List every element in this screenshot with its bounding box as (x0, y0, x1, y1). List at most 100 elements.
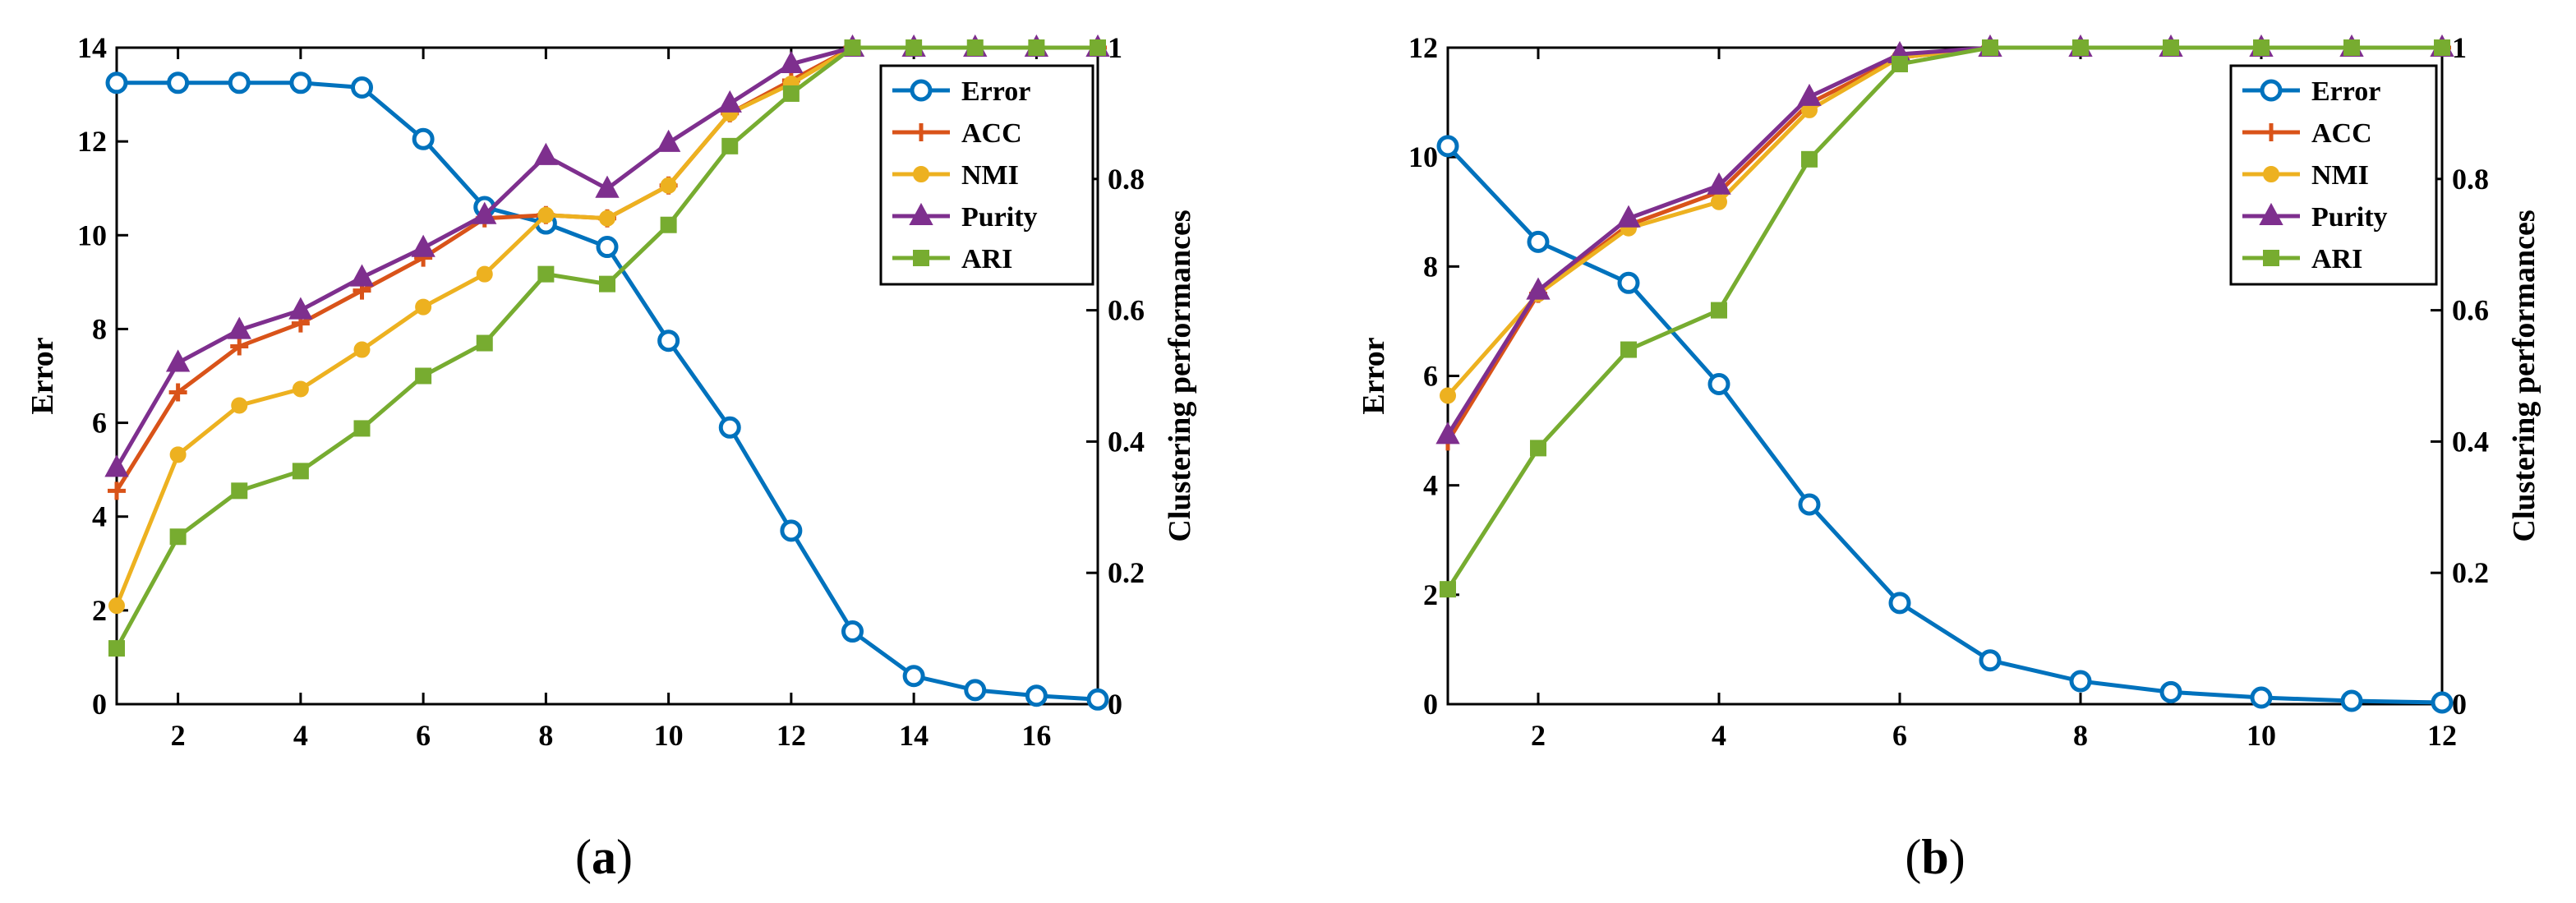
ari-point (2343, 39, 2360, 56)
y-tick-label-right: 0 (1108, 688, 1122, 721)
x-tick-label: 6 (1892, 719, 1907, 752)
error-point (780, 519, 803, 542)
error-point (2159, 680, 2182, 703)
x-tick-label: 2 (1531, 719, 1546, 752)
legend-label-purity: Purity (2311, 202, 2388, 233)
error-point (964, 679, 987, 702)
purity-point (533, 142, 559, 165)
ari-point (1982, 39, 1998, 56)
y-tick-label-right: 0.6 (1108, 294, 1145, 327)
ari-series (108, 39, 1106, 657)
y-tick-label-left: 8 (92, 312, 107, 345)
nmi-point (292, 380, 309, 398)
error-point (1617, 271, 1640, 294)
ari-point (108, 640, 125, 657)
nmi-point (476, 265, 493, 283)
error-point (228, 71, 251, 94)
y-tick-label-right: 0 (2452, 688, 2467, 721)
purity-point (288, 297, 313, 320)
nmi-point (353, 341, 371, 358)
y-tick-label-left: 6 (1423, 360, 1438, 393)
nmi-point (108, 597, 125, 615)
y-axis-title-right: Clustering performances (2507, 210, 2541, 541)
purity-point (227, 316, 251, 339)
ari-point (906, 39, 923, 56)
nmi-point (537, 206, 555, 223)
ari-point (721, 137, 739, 154)
error-point (1436, 135, 1459, 158)
legend-label-acc: ACC (2311, 118, 2372, 149)
ari-point (1440, 581, 1456, 598)
panel-label-letter: a (592, 830, 616, 884)
ari-point (2253, 39, 2270, 56)
purity-point (779, 50, 804, 73)
ari-point (2434, 39, 2450, 56)
y-tick-label-right: 0.4 (1108, 425, 1145, 458)
purity-point (1435, 422, 1460, 445)
y-tick-label-right: 1 (2452, 31, 2467, 64)
ari-point (599, 275, 615, 293)
y-tick-label-left: 0 (1423, 688, 1438, 721)
error-point (2340, 689, 2363, 712)
y-tick-label-right: 0.2 (1108, 556, 1145, 589)
error-point (1798, 493, 1821, 516)
y-tick-label-left: 6 (92, 407, 107, 440)
error-series (1436, 135, 2454, 714)
ari-point (231, 482, 248, 500)
legend-label-ari: ARI (961, 244, 1012, 274)
nmi-point (415, 298, 432, 316)
ari-point (415, 367, 432, 385)
panel-label-open: ( (1905, 830, 1921, 884)
legend-label-ari: ARI (2311, 244, 2362, 274)
legend-label-nmi: NMI (2311, 160, 2369, 191)
legend: Error ACC NMI Purity ARI (2229, 64, 2438, 286)
ari-point (782, 85, 800, 102)
purity-point (165, 349, 191, 372)
y-axis-title-right: Clustering performances (1163, 210, 1197, 541)
ari-point (2163, 39, 2179, 56)
chart-panel-a: 2 4 6 8 10 12 14 16 0 2 4 6 8 10 12 14 0 0.2 0.4 0.6 0.8 1 Err… (25, 31, 1197, 884)
y-tick-label-right: 0.6 (2452, 294, 2489, 327)
y-tick-label-left: 8 (1423, 250, 1438, 283)
nmi-point (1711, 193, 1727, 210)
error-point (1888, 592, 1911, 615)
y-tick-label-left: 4 (92, 500, 107, 533)
legend-label-purity: Purity (961, 202, 1038, 233)
panel-label-close: ) (616, 830, 633, 884)
error-point (1025, 684, 1048, 707)
acc-point (2262, 123, 2280, 141)
x-tick-label: 16 (1021, 719, 1051, 752)
error-point (1707, 372, 1730, 395)
x-tick-label: 4 (1712, 719, 1726, 752)
error-point (289, 71, 312, 94)
x-tick-label: 14 (899, 719, 929, 752)
error-point (657, 329, 680, 352)
purity-point (717, 90, 742, 113)
purity-point (411, 234, 435, 257)
acc-point (912, 123, 930, 141)
x-tick-label: 8 (538, 719, 553, 752)
panel-label-close: ) (1949, 830, 1965, 884)
ari-point (2072, 39, 2089, 56)
y-tick-label-right: 0.8 (1108, 163, 1145, 196)
ari-point (660, 216, 677, 233)
ari-point (537, 265, 555, 283)
legend-label-error: Error (2311, 76, 2380, 107)
error-point (2069, 670, 2092, 693)
error-point (167, 71, 190, 94)
ari-point (476, 334, 493, 352)
ari-point (1090, 39, 1106, 56)
purity-point (909, 202, 933, 225)
y-tick-label-left: 12 (1408, 31, 1438, 64)
error-series (105, 71, 1109, 711)
purity-point (1707, 172, 1731, 195)
error-point (2260, 79, 2283, 102)
y-tick-label-left: 0 (92, 688, 107, 721)
error-point (1086, 688, 1109, 711)
x-tick-label: 10 (2247, 719, 2276, 752)
error-point (718, 416, 741, 439)
nmi-point (169, 446, 187, 463)
nmi-point (1440, 387, 1456, 404)
nmi-point (2263, 166, 2279, 182)
ari-point (1892, 55, 1908, 72)
